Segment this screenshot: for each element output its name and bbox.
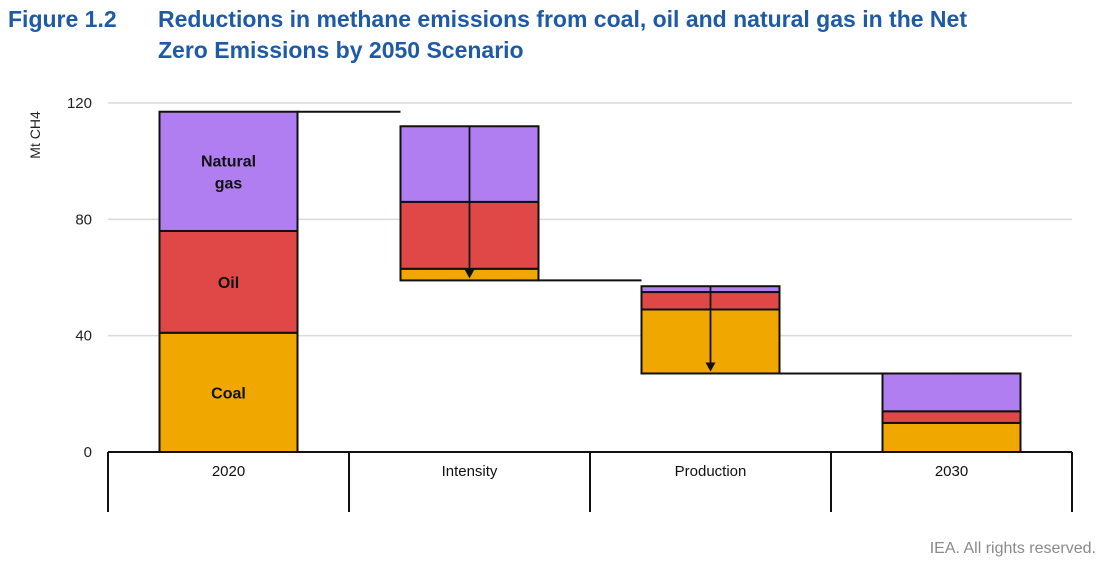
copyright-credit: IEA. All rights reserved.	[929, 540, 1096, 557]
y-tick-label: 120	[67, 95, 92, 112]
reduction-arrow-head	[705, 362, 716, 372]
figure-number: Figure 1.2	[8, 6, 117, 32]
segment-label: Oil	[218, 275, 239, 292]
bar-segment-coal	[158, 331, 299, 453]
figure-title: Figure 1.2 Reductions in methane emission…	[8, 4, 1098, 66]
x-category-label: 2030	[935, 463, 968, 480]
x-category-label: 2020	[212, 463, 245, 480]
figure-title-line1: Reductions in methane emissions from coa…	[158, 6, 967, 32]
bar-segment-natural-gas	[881, 372, 1022, 413]
segment-label: Coal	[211, 385, 246, 402]
segment-label: gas	[215, 175, 243, 192]
y-tick-label: 40	[75, 328, 92, 345]
x-category-label: Production	[675, 463, 747, 480]
segment-label: Natural	[201, 153, 256, 170]
figure-title-line2: Zero Emissions by 2050 Scenario	[158, 37, 524, 63]
y-tick-label: 80	[75, 211, 92, 228]
y-axis-label: Mt CH4	[27, 111, 43, 159]
bar-segment-oil	[881, 410, 1022, 424]
bar-segment-coal	[881, 421, 1022, 453]
bar-segment-natural-gas	[158, 110, 299, 232]
reduction-arrow-head	[464, 269, 475, 279]
x-category-label: Intensity	[442, 463, 498, 480]
y-tick-label: 0	[84, 444, 92, 461]
